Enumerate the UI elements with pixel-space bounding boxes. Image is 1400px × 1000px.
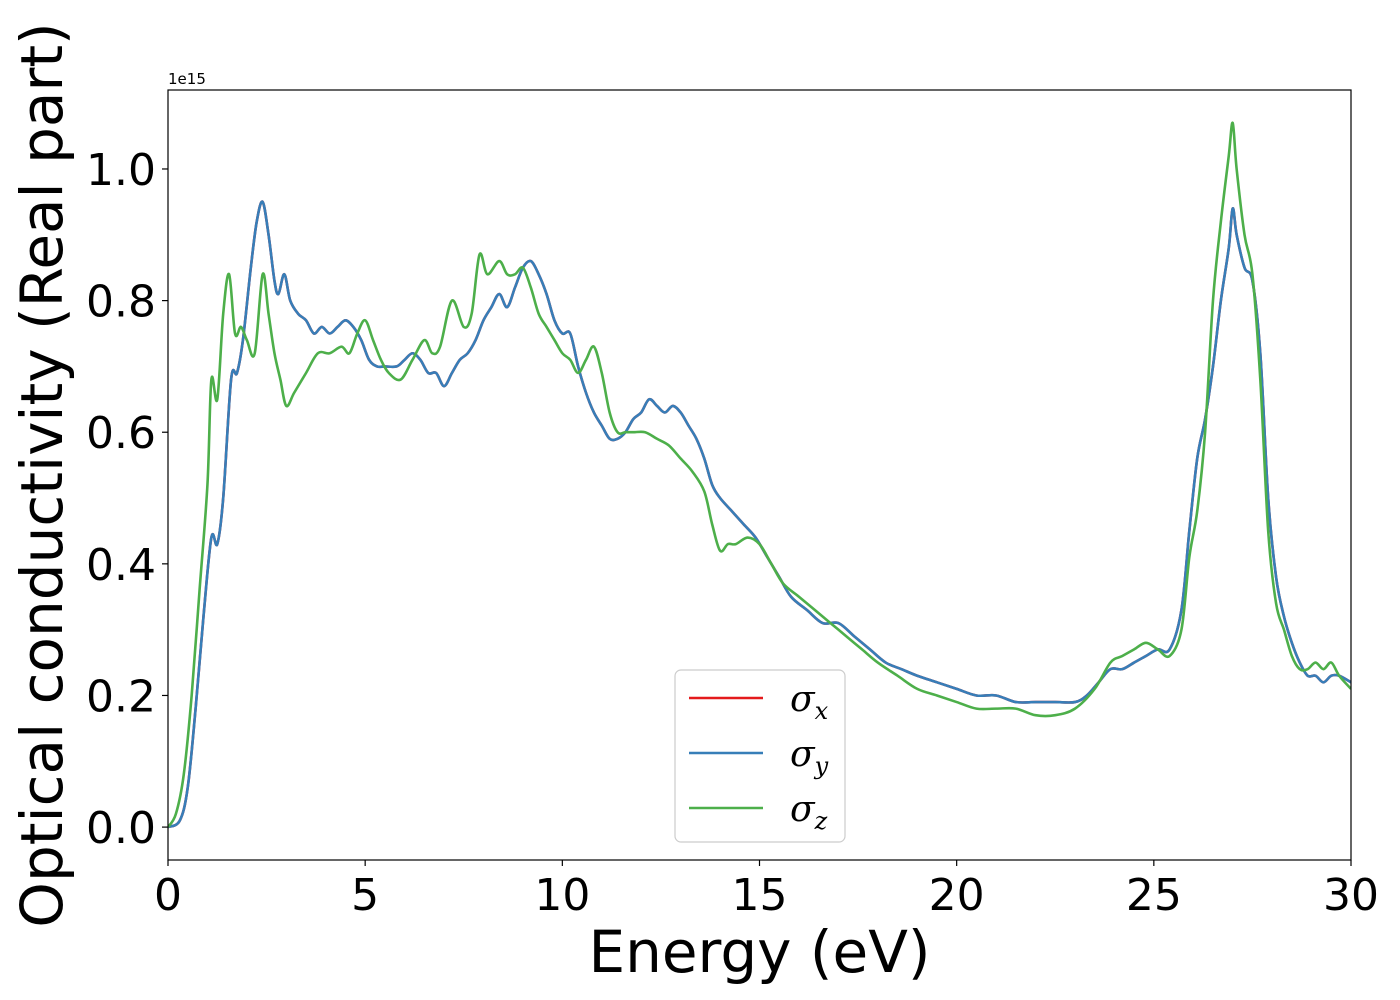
legend-label-y: σy — [790, 734, 829, 780]
series-lines — [168, 121, 1351, 829]
x-axis-label: Energy (eV) — [588, 918, 930, 986]
legend-label-z: σz — [790, 789, 828, 835]
x-tick-label: 20 — [929, 870, 985, 921]
y-tick-label: 1.0 — [86, 145, 156, 196]
y-tick-label: 0.0 — [86, 803, 156, 854]
legend: σx σy σz — [674, 669, 846, 843]
x-tick-label: 10 — [534, 870, 590, 921]
axis-ticks: 0 5 10 15 20 25 30 0.0 0.2 0.4 0.6 0.8 1.0 — [86, 145, 1379, 921]
legend-label-x: σx — [790, 679, 829, 725]
x-tick-label: 15 — [732, 870, 788, 921]
y-axis-label: Optical conductivity (Real part) — [8, 22, 76, 927]
y-tick-label: 0.8 — [86, 277, 156, 328]
y-tick-label: 0.2 — [86, 671, 156, 722]
x-tick-label: 5 — [351, 870, 379, 921]
y-tick-label: 0.4 — [86, 540, 156, 591]
x-tick-label: 0 — [154, 870, 182, 921]
legend-box — [674, 669, 846, 843]
x-tick-label: 30 — [1323, 870, 1379, 921]
y-tick-label: 0.6 — [86, 408, 156, 459]
series-line-z — [168, 121, 1351, 828]
series-line-y — [168, 200, 1351, 829]
x-tick-label: 25 — [1126, 870, 1182, 921]
y-offset-text: 1e15 — [168, 70, 206, 88]
